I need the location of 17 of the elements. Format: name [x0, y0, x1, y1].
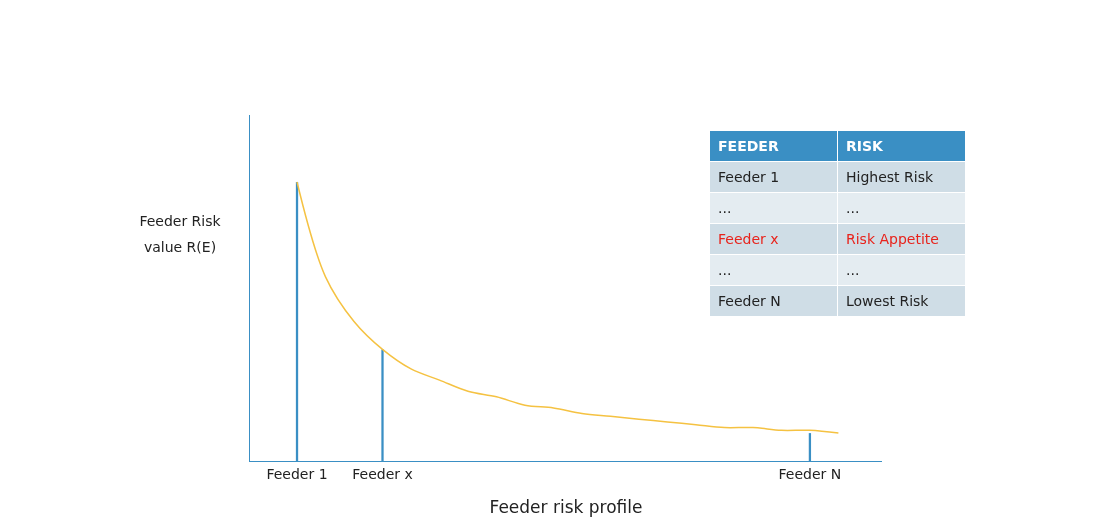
text: ...	[718, 200, 732, 216]
text: ...	[846, 200, 860, 216]
text: Feeder N	[718, 293, 781, 309]
category-label: FEEDER	[709, 130, 838, 162]
y-axis-title: Feeder Risk value R(E)	[138, 212, 222, 257]
x-tick-label: Feeder x	[352, 465, 413, 482]
x-tick-label: Feeder N	[778, 465, 842, 482]
text: Highest Risk	[846, 169, 934, 185]
category-label: RISK	[837, 130, 966, 162]
text: ...	[718, 262, 732, 278]
text: ...	[846, 262, 860, 278]
x-tick-label: Feeder 1	[266, 465, 328, 482]
text: Feeder 1	[718, 169, 780, 185]
text: Lowest Risk	[846, 293, 929, 309]
text: Risk Appetite	[846, 231, 939, 247]
text: Feeder x	[718, 231, 779, 247]
x-axis-title: Feeder risk profile	[489, 497, 643, 518]
